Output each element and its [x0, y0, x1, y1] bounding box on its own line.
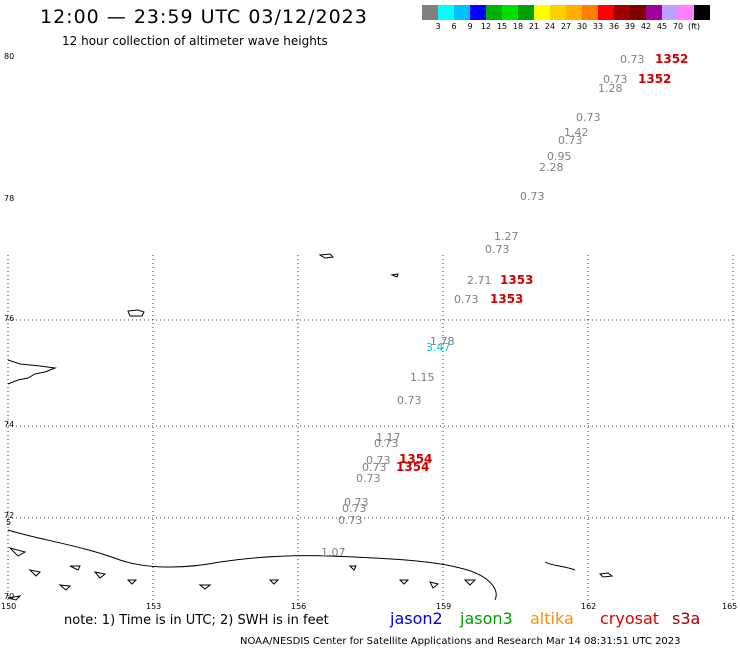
map-title: 12:00 — 23:59 UTC 03/12/2023 [40, 6, 368, 28]
graticule [7, 255, 735, 600]
wave-height-label: 1.15 [410, 371, 435, 384]
scale-swatch [614, 5, 630, 20]
wave-height-label: 1.78 [430, 335, 455, 348]
wave-height-label: 0.73 [520, 190, 545, 203]
wave-height-label: 1.07 [321, 546, 346, 559]
lat-label-78: 78 [4, 194, 15, 203]
wave-height-label: 0.73 [356, 472, 381, 485]
scale-swatch [550, 5, 566, 20]
scale-swatch [630, 5, 646, 20]
lon-label-165: 165 [722, 602, 738, 611]
footer-credit: NOAA/NESDIS Center for Satellite Applica… [240, 636, 681, 647]
scale-swatch [646, 5, 662, 20]
color-scale-labels: 3 6 9 12 15 18 21 24 27 30 33 36 39 42 45 70 (ft) [422, 22, 740, 34]
scale-label: 45 [656, 22, 668, 31]
scale-label: 12 [480, 22, 492, 31]
wave-height-label: 1.28 [598, 82, 623, 95]
wave-height-label: 0.73 [342, 502, 367, 515]
scale-label: 70 [672, 22, 684, 31]
lat-label-70: 70 [4, 592, 15, 601]
scale-label: 39 [624, 22, 636, 31]
wave-height-label: 3.47 [426, 341, 451, 354]
scale-swatch [598, 5, 614, 20]
wave-height-label: 0.95 [547, 150, 572, 163]
scale-swatch [566, 5, 582, 20]
scale-label: 36 [608, 22, 620, 31]
lon-label-150: 150 [1, 602, 17, 611]
scale-swatch [582, 5, 598, 20]
scale-swatch [518, 5, 534, 20]
scale-label: 27 [560, 22, 572, 31]
scale-label: (ft) [687, 22, 701, 31]
scale-swatch [486, 5, 502, 20]
wave-height-label: 1353 [500, 273, 533, 287]
wave-height-label: 1353 [490, 292, 523, 306]
wave-height-label: 0.73 [485, 243, 510, 256]
lat-label-74: 74 [4, 420, 15, 429]
wave-height-label: 1354 [399, 452, 432, 466]
map-subtitle: 12 hour collection of altimeter wave hei… [62, 34, 328, 48]
wave-height-label: 2.28 [539, 161, 564, 174]
lat-label-72: 72 [4, 511, 15, 520]
wave-height-label: 1.17 [376, 431, 401, 444]
satellite-cryosat: cryosat [600, 609, 660, 628]
wave-height-label: 0.73 [397, 394, 422, 407]
scale-label: 9 [467, 22, 473, 31]
lat-label-76: 76 [4, 314, 15, 323]
scale-label: 3 [435, 22, 441, 31]
wave-height-label: 1352 [655, 52, 688, 66]
coastline [7, 253, 614, 601]
wave-height-label: 0.73 [576, 111, 601, 124]
satellite-s3a: s3a [672, 609, 701, 628]
wave-height-label: 1354 [396, 460, 429, 474]
wave-height-label: 0.73 [374, 437, 399, 450]
scale-label: 42 [640, 22, 652, 31]
wave-height-label: 0.73 [454, 293, 479, 306]
lon-label-156: 156 [291, 602, 307, 611]
lon-label-153: 153 [146, 602, 162, 611]
scale-label: 30 [576, 22, 588, 31]
scale-label: 24 [544, 22, 556, 31]
scale-swatch [662, 5, 678, 20]
scale-swatch [502, 5, 518, 20]
lon-label-162: 162 [581, 602, 597, 611]
wave-height-label: 0.73 [344, 496, 369, 509]
wave-height-label: 1352 [638, 72, 671, 86]
scale-label: 33 [592, 22, 604, 31]
satellite-jason3: jason3 [460, 609, 513, 628]
scale-label: 6 [451, 22, 457, 31]
scale-label: 21 [528, 22, 540, 31]
scale-swatch [694, 5, 710, 20]
satellite-altika: altika [530, 609, 574, 628]
wave-height-label: 1.27 [494, 230, 519, 243]
scale-swatch [534, 5, 550, 20]
lat-label-80: 80 [4, 52, 15, 61]
scale-swatch [438, 5, 454, 20]
scale-swatch [422, 5, 438, 20]
satellite-jason2: jason2 [390, 609, 443, 628]
wave-height-color-scale [422, 5, 710, 20]
legend-note: note: 1) Time is in UTC; 2) SWH is in fe… [64, 613, 329, 628]
lon-label-159: 159 [436, 602, 452, 611]
wave-height-label: 0.73 [603, 73, 628, 86]
scale-label: 18 [512, 22, 524, 31]
scale-swatch [678, 5, 694, 20]
wave-height-label: 0.73 [366, 454, 391, 467]
wave-height-label: 0.73 [338, 514, 363, 527]
scale-label: 15 [496, 22, 508, 31]
wave-height-label: 0.73 [362, 461, 387, 474]
scale-swatch [454, 5, 470, 20]
wave-height-label: 2.71 [467, 274, 492, 287]
scale-swatch [470, 5, 486, 20]
wave-height-label: 0.73 [558, 134, 583, 147]
wave-height-label: 0.73 [620, 53, 645, 66]
lat-label-minor: 5 [6, 518, 12, 527]
wave-height-label: 1.42 [564, 126, 589, 139]
